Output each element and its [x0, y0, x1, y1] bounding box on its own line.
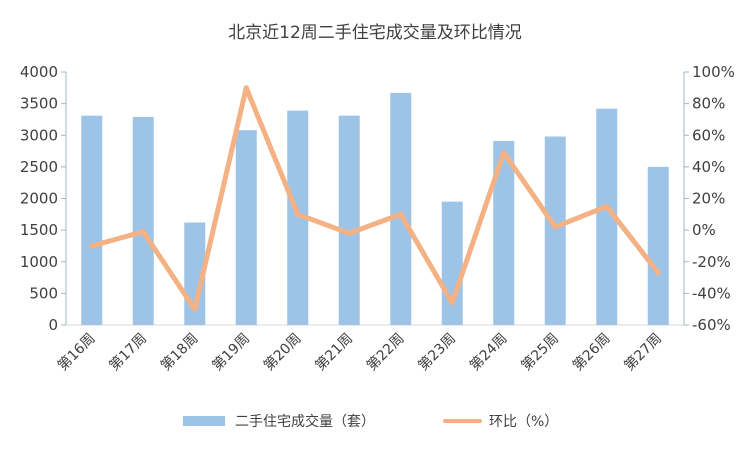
right-axis-tick-label: 0% — [692, 221, 716, 239]
bar — [544, 136, 566, 325]
right-axis-tick-label: 80% — [692, 95, 725, 113]
legend-label-line: 环比（%） — [489, 414, 558, 430]
x-axis-category-label: 第16周 — [54, 330, 98, 374]
line-series-group — [89, 85, 661, 312]
x-axis-category-label: 第18周 — [157, 330, 201, 374]
bar — [441, 201, 463, 325]
x-axis-category-label: 第24周 — [466, 330, 510, 374]
bar — [390, 92, 412, 325]
line-point — [501, 150, 507, 156]
legend-swatch-bars — [183, 416, 225, 426]
bar — [287, 110, 309, 326]
left-axis-tick-label: 0 — [48, 316, 58, 334]
right-axis-tick-label: 40% — [692, 158, 725, 176]
line-point — [346, 230, 352, 236]
x-axis-category-label: 第22周 — [363, 330, 407, 374]
axes-group: 0 500 1000 1500 2000 2500 3000 3500 4000 -60% -40%… — [20, 63, 735, 334]
bar — [235, 130, 257, 325]
line-series — [89, 85, 661, 312]
legend-label-bars: 二手住宅成交量（套） — [235, 413, 375, 430]
line-point — [604, 203, 610, 209]
right-axis-tick-label: -40% — [692, 284, 731, 302]
left-axis-tick-label: 2000 — [20, 190, 58, 208]
left-axis-tick-label: 500 — [29, 284, 58, 302]
x-axis-category-label: 第19周 — [209, 330, 253, 374]
legend: 二手住宅成交量（套） 环比（%） — [183, 413, 558, 430]
bar — [493, 140, 515, 325]
line-point — [398, 211, 404, 217]
right-axis-tick-label: 20% — [692, 190, 725, 208]
x-axis-category-label: 第20周 — [260, 330, 304, 374]
line-point — [295, 211, 301, 217]
chart-title: 北京近12周二手住宅成交量及环比情况 — [228, 23, 522, 43]
left-axis-tick-label: 4000 — [20, 63, 58, 81]
x-axis-category-label: 第26周 — [569, 330, 613, 374]
line-point — [192, 306, 198, 312]
x-axis-category-label: 第21周 — [312, 330, 356, 374]
line-point — [449, 300, 455, 306]
left-axis-tick-label: 1500 — [20, 221, 58, 239]
bar — [647, 166, 669, 325]
bar — [81, 115, 103, 325]
line-point — [243, 85, 249, 91]
line-point — [140, 229, 146, 235]
right-axis-tick-label: -60% — [692, 316, 731, 334]
right-axis-tick-label: 60% — [692, 126, 725, 144]
x-axis-category-label: 第27周 — [621, 330, 665, 374]
bar — [132, 116, 154, 325]
left-axis-tick-label: 3500 — [20, 95, 58, 113]
x-axis-category-label: 第25周 — [518, 330, 562, 374]
right-axis-tick-label: -20% — [692, 253, 731, 271]
bar — [596, 108, 618, 325]
line-point — [89, 243, 95, 249]
left-axis-tick-label: 1000 — [20, 253, 58, 271]
x-axis-category-label: 第17周 — [106, 330, 150, 374]
line-point — [552, 224, 558, 230]
left-axis-tick-label: 3000 — [20, 126, 58, 144]
x-axis-category-label: 第23周 — [415, 330, 459, 374]
bar-series-group — [81, 92, 669, 326]
line-point — [655, 270, 661, 276]
bar — [338, 115, 360, 325]
left-axis-tick-label: 2500 — [20, 158, 58, 176]
x-axis-labels: 第16周 第17周 第18周 第19周 第20周 第21周 第22周 第23周 第24周 第25周… — [54, 330, 665, 374]
right-axis-tick-label: 100% — [692, 63, 735, 81]
